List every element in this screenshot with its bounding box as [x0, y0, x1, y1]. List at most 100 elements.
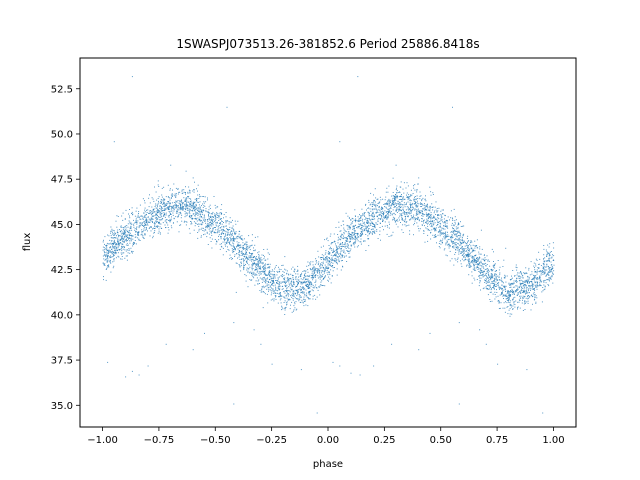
data-point [396, 190, 398, 192]
data-point [507, 291, 509, 293]
data-point [374, 224, 375, 226]
data-point [408, 196, 410, 198]
data-point [269, 275, 271, 277]
data-point [105, 255, 107, 257]
data-point [330, 282, 332, 284]
data-point [218, 215, 219, 217]
data-point [518, 301, 520, 303]
data-point [511, 290, 513, 292]
data-point [354, 241, 356, 243]
data-point [539, 278, 541, 280]
data-point [209, 208, 211, 209]
data-point [145, 218, 147, 220]
data-point [389, 208, 391, 210]
data-point [376, 198, 378, 200]
data-point [166, 222, 168, 224]
data-point [506, 275, 508, 277]
data-point [195, 217, 197, 219]
data-point [327, 252, 329, 254]
data-point [430, 206, 432, 208]
data-point [125, 234, 127, 236]
data-point [285, 280, 287, 282]
data-point [255, 273, 257, 275]
data-point [430, 238, 432, 240]
data-point [547, 273, 549, 275]
data-point [536, 285, 538, 286]
data-point [246, 257, 248, 259]
data-point [435, 229, 436, 230]
data-point [240, 251, 242, 253]
data-point [219, 223, 221, 224]
data-point [382, 207, 383, 209]
data-point [345, 239, 347, 241]
data-point [125, 236, 127, 238]
data-point [475, 262, 477, 264]
data-point [173, 183, 175, 185]
data-point [539, 284, 541, 286]
data-point [286, 301, 288, 303]
data-point [404, 213, 406, 215]
data-point [113, 233, 115, 235]
data-point [316, 260, 317, 262]
data-point [237, 245, 239, 247]
data-point [553, 264, 555, 266]
data-point [123, 232, 124, 234]
data-point [396, 209, 398, 211]
data-point [390, 207, 392, 209]
data-point [495, 276, 497, 278]
data-point [336, 255, 338, 257]
data-point [296, 271, 298, 272]
data-point [272, 280, 274, 282]
data-point [326, 238, 327, 240]
data-point [367, 238, 369, 240]
data-point [538, 251, 540, 253]
data-point [397, 192, 399, 193]
data-point [505, 298, 507, 300]
data-point [385, 211, 387, 213]
data-point [146, 222, 148, 224]
data-point [476, 245, 477, 247]
data-point [236, 238, 238, 240]
data-point [525, 287, 527, 289]
data-point [306, 281, 308, 282]
data-point [110, 230, 112, 232]
data-point [393, 204, 395, 206]
data-point [435, 230, 437, 232]
data-point [544, 285, 546, 287]
data-point [371, 208, 373, 210]
data-point [267, 287, 269, 289]
data-point [149, 226, 151, 228]
data-point [409, 219, 410, 221]
data-point [187, 204, 189, 206]
data-point [430, 212, 432, 214]
data-point [521, 282, 523, 284]
data-point [268, 253, 270, 255]
data-point [286, 287, 288, 289]
data-point [158, 211, 160, 213]
data-point [281, 265, 283, 266]
data-point [163, 212, 165, 214]
data-point [300, 274, 302, 276]
data-point [415, 202, 417, 203]
data-point [461, 246, 463, 248]
data-point [110, 232, 111, 234]
data-point [297, 280, 299, 282]
data-point [261, 291, 263, 293]
data-point [383, 212, 385, 214]
data-point [176, 221, 178, 223]
data-point [288, 273, 290, 275]
data-point [401, 215, 403, 216]
data-point [394, 217, 396, 219]
data-point [280, 295, 282, 297]
data-point [551, 267, 553, 269]
data-point [467, 252, 469, 254]
data-point [293, 270, 295, 272]
data-point [430, 191, 432, 193]
data-point [303, 292, 305, 294]
data-point [172, 214, 174, 216]
data-point [384, 225, 386, 227]
data-point [369, 204, 371, 206]
data-point [317, 270, 319, 272]
data-point [484, 254, 485, 256]
data-point [114, 242, 116, 244]
